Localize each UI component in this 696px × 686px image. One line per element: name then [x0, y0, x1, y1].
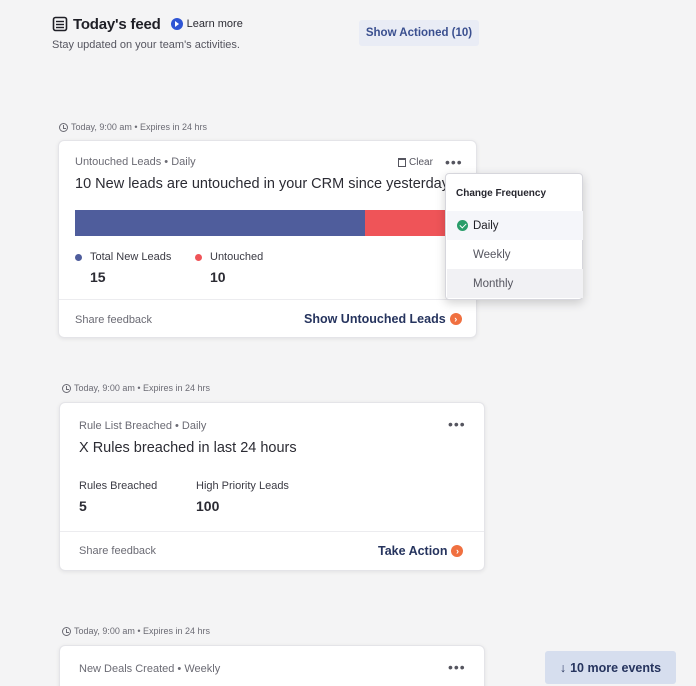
card-divider [60, 531, 484, 532]
arrow-right-icon: › [451, 545, 464, 557]
card-timestamp-text: Today, 9:00 am • Expires in 24 hrs [74, 626, 211, 636]
feed-list-icon [52, 16, 68, 32]
learn-more-link[interactable]: Learn more [170, 18, 243, 30]
stat-label: High Priority Leads [196, 480, 289, 492]
stat-label-row: Untouched [195, 251, 263, 263]
stat-value: 5 [79, 498, 87, 514]
ellipsis-icon[interactable]: ••• [448, 659, 466, 675]
card-timestamp-text: Today, 9:00 am • Expires in 24 hrs [74, 383, 211, 393]
card-headline: 10 New leads are untouched in your CRM s… [75, 176, 449, 192]
frequency-dropdown: Change Frequency Daily Weekly Monthly [445, 173, 583, 300]
arrow-right-icon: › [449, 313, 462, 325]
card-category: Rule List Breached • Daily [79, 420, 207, 432]
stat-total-new-leads: Total New Leads 15 [75, 251, 171, 285]
learn-more-label: Learn more [186, 18, 243, 30]
legend-dot [195, 253, 202, 261]
ellipsis-icon[interactable]: ••• [445, 154, 463, 170]
stat-value: 10 [210, 269, 226, 285]
action-label: Take Action [378, 544, 448, 558]
share-feedback-link[interactable]: Share feedback [79, 545, 157, 557]
page-subtitle: Stay updated on your team's activities. [52, 39, 240, 51]
option-label: Daily [473, 219, 499, 232]
option-label: Monthly [473, 277, 514, 290]
clear-button[interactable]: Clear [398, 157, 433, 168]
card-category: New Deals Created • Weekly [79, 663, 221, 675]
rules-breached-card: Rule List Breached • Daily ••• X Rules b… [59, 402, 485, 571]
card-divider [59, 299, 476, 300]
bar-segment-untouched [364, 210, 461, 236]
card-timestamp-text: Today, 9:00 am • Expires in 24 hrs [71, 122, 208, 132]
show-actioned-button[interactable]: Show Actioned (10) [359, 20, 479, 46]
stat-value: 15 [90, 269, 106, 285]
stat-value: 100 [196, 498, 220, 514]
stat-label: Total New Leads [90, 251, 172, 263]
stat-high-priority-leads: High Priority Leads 100 [196, 480, 289, 514]
title-row: Today's feed Learn more [52, 14, 243, 34]
card-category: Untouched Leads • Daily [75, 156, 196, 168]
frequency-option-daily[interactable]: Daily [447, 211, 583, 240]
check-circle-icon [457, 220, 468, 231]
ellipsis-icon[interactable]: ••• [448, 416, 466, 432]
stat-rules-breached: Rules Breached 5 [79, 480, 157, 514]
stat-label: Rules Breached [79, 480, 158, 492]
show-untouched-leads-link[interactable]: Show Untouched Leads › [304, 312, 462, 326]
frequency-option-monthly[interactable]: Monthly [447, 269, 583, 298]
card-timestamp: Today, 9:00 am • Expires in 24 hrs [62, 383, 210, 393]
bar-segment-touched [75, 210, 365, 236]
dropdown-title: Change Frequency [456, 188, 547, 199]
option-label: Weekly [473, 248, 511, 261]
stat-label: Untouched [210, 251, 264, 263]
stat-label-row: Total New Leads [75, 251, 171, 263]
leads-progress-bar [75, 210, 461, 236]
new-deals-card: New Deals Created • Weekly ••• [59, 645, 485, 686]
clock-icon [62, 383, 71, 393]
stat-untouched: Untouched 10 [195, 251, 263, 285]
clock-icon [59, 122, 68, 132]
play-icon [170, 18, 183, 30]
share-feedback-link[interactable]: Share feedback [75, 314, 153, 326]
trash-icon [398, 158, 406, 167]
feed-header: Today's feed Learn more Stay updated on … [52, 14, 243, 52]
more-events-button[interactable]: ↓ 10 more events [545, 651, 676, 684]
page-title: Today's feed [73, 15, 161, 33]
more-events-label: 10 more events [570, 660, 662, 675]
untouched-leads-card: Untouched Leads • Daily Clear ••• 10 New… [58, 140, 477, 338]
take-action-link[interactable]: Take Action › [378, 544, 464, 558]
action-label: Show Untouched Leads [304, 312, 446, 326]
card-timestamp: Today, 9:00 am • Expires in 24 hrs [59, 122, 207, 132]
card-timestamp: Today, 9:00 am • Expires in 24 hrs [62, 626, 210, 636]
legend-dot [75, 253, 82, 261]
clock-icon [62, 626, 71, 636]
frequency-option-weekly[interactable]: Weekly [447, 240, 583, 269]
arrow-down-icon: ↓ [559, 660, 567, 675]
clear-label: Clear [409, 157, 433, 168]
card-headline: X Rules breached in last 24 hours [79, 440, 297, 456]
